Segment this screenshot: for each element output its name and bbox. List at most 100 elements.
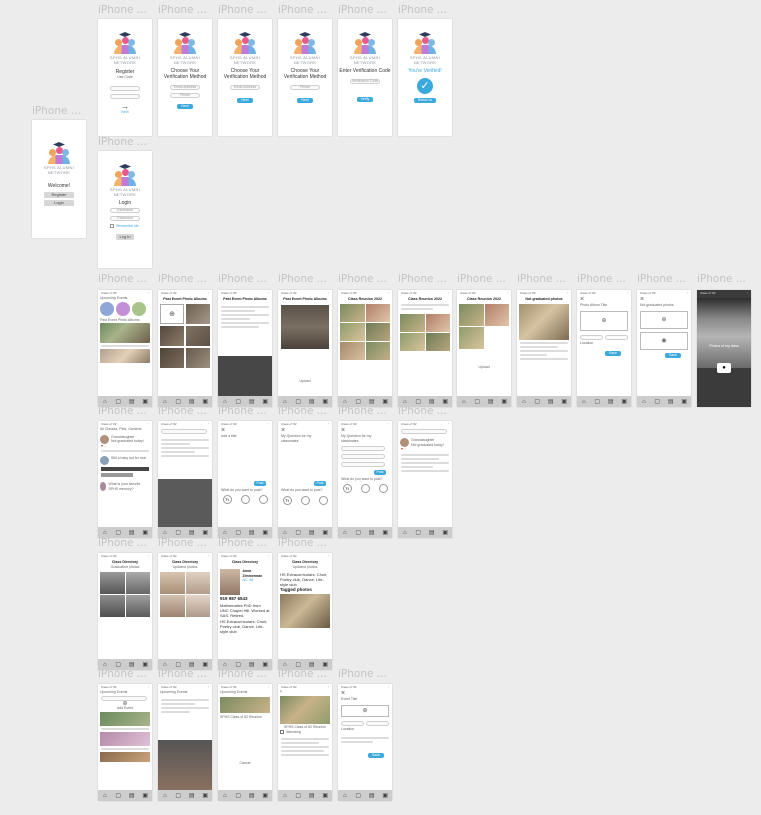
toggle-label[interactable]: Updated photos [172, 565, 198, 569]
book-icon[interactable]: ▤ [128, 398, 135, 405]
book-icon[interactable]: ▤ [308, 661, 315, 668]
chat-icon[interactable]: ▢ [355, 792, 362, 799]
profile-phone[interactable]: 919 987 6543 [220, 596, 248, 601]
chat-icon[interactable]: ▢ [295, 529, 302, 536]
album-tile[interactable] [186, 304, 210, 324]
event-title-field[interactable]: Event Title [341, 697, 358, 701]
chat-icon[interactable]: ▢ [115, 661, 122, 668]
login-submit-button[interactable]: Log In [116, 233, 134, 240]
remember-checkbox[interactable] [110, 224, 114, 229]
chat-icon[interactable]: ▢ [594, 398, 601, 405]
register-button[interactable]: Register [44, 192, 74, 198]
profile-icon[interactable]: ▣ [202, 792, 209, 799]
home-icon[interactable]: ⌂ [102, 529, 107, 536]
book-icon[interactable]: ▤ [368, 529, 375, 536]
profile-icon[interactable]: ▣ [202, 529, 209, 536]
feed-filters[interactable]: All Classes, Pets, Gardens [100, 427, 142, 431]
event-photo[interactable] [220, 696, 270, 713]
verify-button[interactable]: Verify [357, 97, 373, 102]
close-icon[interactable]: × [221, 427, 226, 434]
home-icon[interactable]: ⌂ [102, 661, 107, 668]
profile-icon[interactable]: ▣ [561, 398, 568, 405]
register-field[interactable] [110, 93, 140, 99]
book-icon[interactable]: ▤ [547, 398, 554, 405]
profile-icon[interactable]: ▣ [142, 398, 149, 405]
add-event-icon[interactable]: ⊕ [122, 700, 128, 707]
book-icon[interactable]: ▤ [667, 398, 674, 405]
back-icon[interactable]: ‹ [280, 689, 282, 695]
home-icon[interactable]: ⌂ [342, 792, 347, 799]
question-text[interactable]: My Question for my classmates [341, 434, 372, 443]
question-text[interactable]: My Question for my classmates [281, 434, 312, 443]
register-field[interactable] [110, 85, 140, 91]
text-option-icon[interactable]: Tt [342, 483, 352, 493]
next-button[interactable]: Next [177, 104, 193, 109]
profile-icon[interactable]: ▣ [382, 792, 389, 799]
chat-icon[interactable]: ▢ [175, 792, 182, 799]
book-icon[interactable]: ▤ [248, 529, 255, 536]
home-icon[interactable]: ⌂ [581, 398, 586, 405]
profile-icon[interactable]: ▣ [322, 661, 329, 668]
group-photo[interactable] [519, 304, 569, 340]
profile-icon[interactable]: ▣ [142, 529, 149, 536]
event-photo[interactable] [100, 751, 150, 762]
location-field[interactable]: Location [341, 726, 355, 731]
toggle-label[interactable]: Graduation photos [110, 565, 140, 569]
profile-icon[interactable]: ▣ [262, 792, 269, 799]
profile-icon[interactable]: ▣ [202, 661, 209, 668]
email-option[interactable]: Email Address [170, 85, 200, 90]
book-icon[interactable]: ▤ [487, 398, 494, 405]
classmate-photo[interactable] [125, 571, 150, 594]
upload-label[interactable]: Upload [478, 365, 490, 369]
tagged-photo[interactable] [280, 594, 330, 628]
phone-option[interactable]: Phone [290, 85, 320, 90]
chat-icon[interactable]: ▢ [474, 398, 481, 405]
album-photo[interactable] [281, 305, 329, 349]
photo-option-icon[interactable] [360, 483, 370, 493]
home-icon[interactable]: ⌂ [162, 792, 167, 799]
add-photo-icon[interactable]: ⊕ [640, 310, 688, 329]
home-icon[interactable]: ⌂ [222, 661, 227, 668]
event-bubble[interactable] [116, 301, 130, 316]
profile-icon[interactable]: ▣ [142, 792, 149, 799]
close-icon[interactable]: × [640, 296, 645, 303]
classmate-photo[interactable] [185, 571, 210, 594]
post-button[interactable]: Post [374, 470, 386, 475]
phone-option[interactable]: Phone [170, 93, 200, 98]
next-link[interactable]: Next [121, 109, 129, 114]
home-icon[interactable]: ⌂ [162, 529, 167, 536]
book-icon[interactable]: ▤ [607, 398, 614, 405]
chat-icon[interactable]: ▢ [295, 661, 302, 668]
next-button[interactable]: Next [237, 98, 253, 103]
home-icon[interactable]: ⌂ [282, 398, 287, 405]
save-button[interactable]: Save [605, 351, 621, 356]
password-field[interactable]: Password [110, 216, 140, 221]
post-button[interactable]: Post [314, 481, 326, 486]
book-icon[interactable]: ▤ [308, 398, 315, 405]
profile-icon[interactable]: ▣ [322, 398, 329, 405]
profile-icon[interactable]: ▣ [442, 529, 449, 536]
home-icon[interactable]: ⌂ [521, 398, 526, 405]
classmate-photo[interactable] [100, 571, 125, 594]
book-icon[interactable]: ▤ [188, 529, 195, 536]
album-photo[interactable] [100, 349, 150, 363]
home-icon[interactable]: ⌂ [222, 529, 227, 536]
book-icon[interactable]: ▤ [188, 661, 195, 668]
close-icon[interactable]: × [341, 427, 346, 434]
camera-icon[interactable]: ◉ [640, 331, 688, 350]
attending-checkbox[interactable] [280, 730, 284, 734]
book-icon[interactable]: ▤ [368, 398, 375, 405]
chat-icon[interactable]: ▢ [654, 398, 661, 405]
home-icon[interactable]: ⌂ [402, 529, 407, 536]
text-option-icon[interactable]: Tt [282, 495, 292, 505]
profile-icon[interactable]: ▣ [621, 398, 628, 405]
profile-icon[interactable]: ▣ [501, 398, 508, 405]
chat-icon[interactable]: ▢ [235, 661, 242, 668]
event-photo[interactable] [100, 711, 150, 726]
classmate-photo[interactable] [100, 594, 125, 617]
home-icon[interactable]: ⌂ [102, 398, 107, 405]
shutter-button[interactable]: ● [717, 362, 731, 373]
chat-icon[interactable]: ▢ [355, 529, 362, 536]
book-icon[interactable]: ▤ [188, 398, 195, 405]
book-icon[interactable]: ▤ [188, 792, 195, 799]
